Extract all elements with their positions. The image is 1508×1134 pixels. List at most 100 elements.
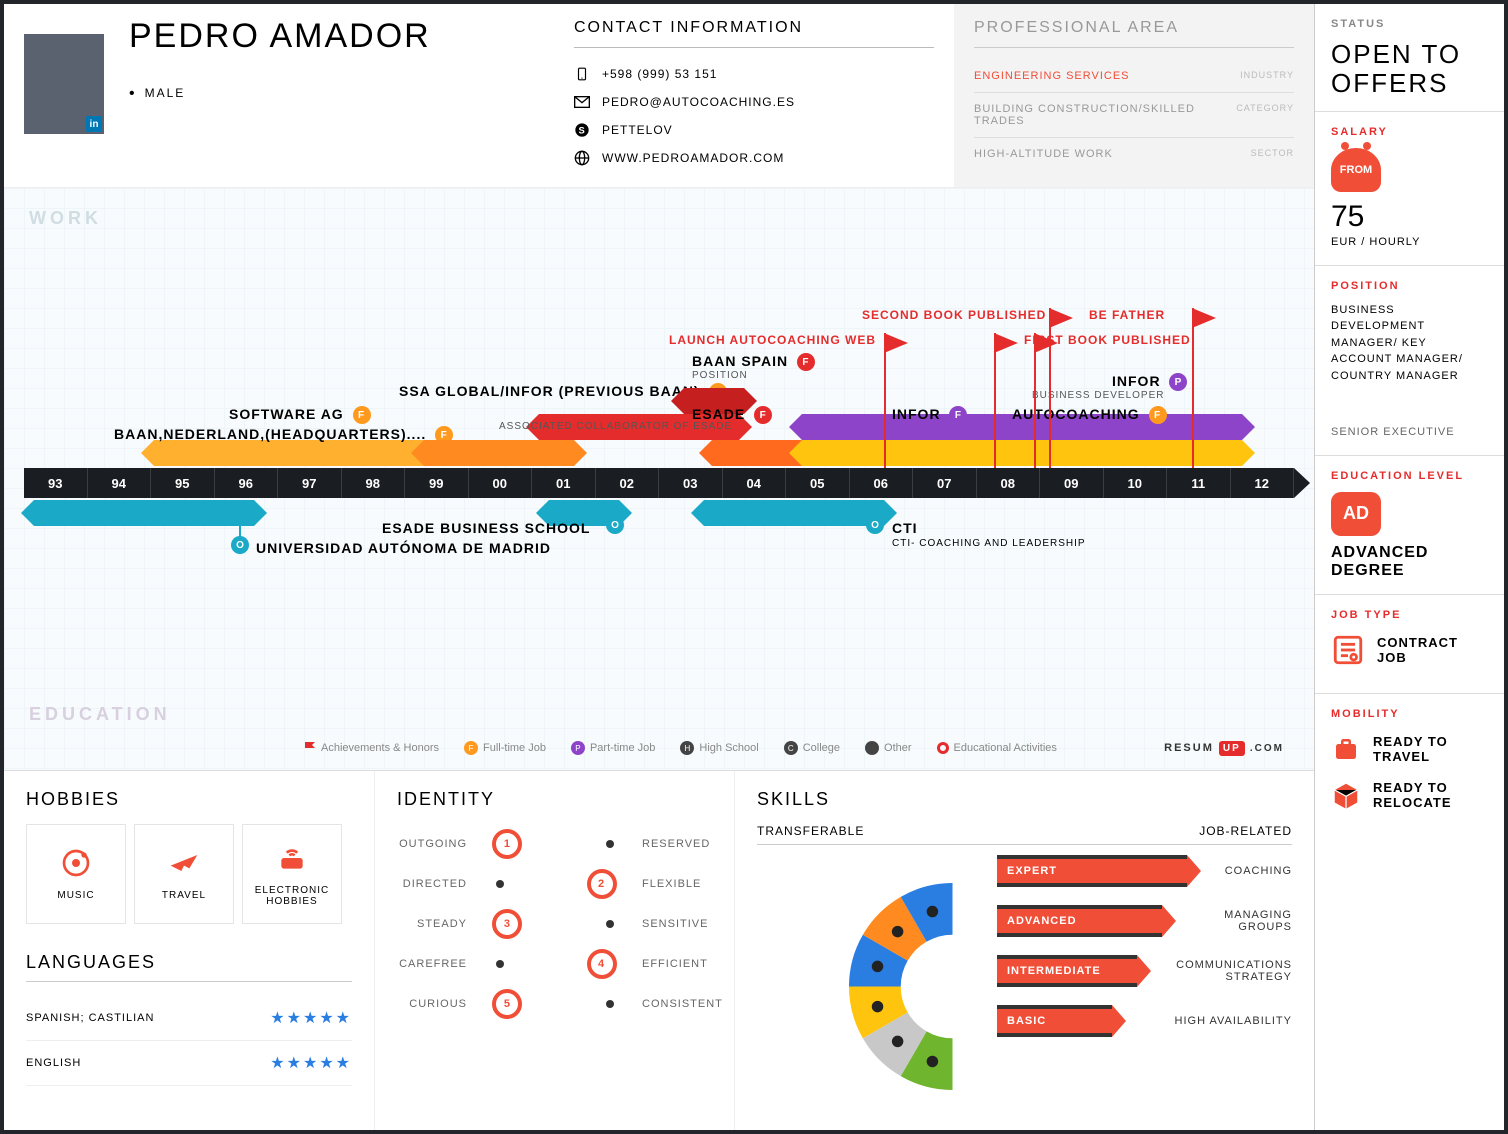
timeline-education-label: EDUCATION xyxy=(29,704,171,725)
contract-icon xyxy=(1331,633,1365,667)
language-row: SPANISH; CASTILIAN★★★★★ xyxy=(26,996,352,1041)
skills-jobrelated: JOB-RELATED xyxy=(1199,824,1292,838)
skill-level: EXPERTCOACHING xyxy=(997,855,1292,887)
sb-mobility-h: MOBILITY xyxy=(1331,708,1488,720)
hobbies-title: HOBBIES xyxy=(26,789,352,810)
identity-row: CURIOUS5CONSISTENT xyxy=(397,984,712,1024)
sb-edu-v: ADVANCED DEGREE xyxy=(1331,544,1488,580)
skills-funnel: EXPERTCOACHINGADVANCEDMANAGING GROUPSINT… xyxy=(997,855,1292,1095)
sb-salary-h: SALARY xyxy=(1331,126,1488,138)
brand: RESUM UP .COM xyxy=(1164,742,1284,754)
identity-row: DIRECTED2FLEXIBLE xyxy=(397,864,712,904)
job-label: SOFTWARE AG F xyxy=(229,406,371,424)
flag-label: SECOND BOOK PUBLISHED xyxy=(862,308,1046,322)
hobby-router: ELECTRONIC HOBBIES xyxy=(242,824,342,924)
linkedin-icon[interactable]: in xyxy=(86,116,102,132)
hobbies-panel: HOBBIES MUSICTRAVELELECTRONIC HOBBIES LA… xyxy=(4,771,374,1130)
contact-title: CONTACT INFORMATION xyxy=(574,19,934,48)
skills-panel: SKILLS TRANSFERABLE JOB-RELATED EXPERTCOA… xyxy=(734,771,1314,1130)
year-97: 97 xyxy=(278,468,342,498)
sb-jobtype-h: JOB TYPE xyxy=(1331,609,1488,621)
year-07: 07 xyxy=(913,468,977,498)
year-95: 95 xyxy=(151,468,215,498)
year-03: 03 xyxy=(659,468,723,498)
year-96: 96 xyxy=(215,468,279,498)
sidebar: STATUS OPEN TO OFFERS SALARY FROM 75 EUR… xyxy=(1314,4,1504,1130)
identity-row: OUTGOING1RESERVED xyxy=(397,824,712,864)
year-01: 01 xyxy=(532,468,596,498)
year-04: 04 xyxy=(723,468,787,498)
skills-transferable: TRANSFERABLE xyxy=(757,824,864,838)
skills-title: SKILLS xyxy=(757,789,1292,810)
year-99: 99 xyxy=(405,468,469,498)
email-icon xyxy=(574,94,590,110)
sb-position-sub: SENIOR EXECUTIVE xyxy=(1331,424,1488,441)
sb-position-h: POSITION xyxy=(1331,280,1488,292)
degree-icon: AD xyxy=(1331,492,1381,536)
wallet-icon: FROM xyxy=(1331,148,1381,192)
skill-level: BASICHIGH AVAILABILITY xyxy=(997,1005,1292,1037)
edu-label: UNIVERSIDAD AUTÓNOMA DE MADRID xyxy=(256,540,551,556)
skills-donut xyxy=(757,855,987,1095)
web-icon xyxy=(574,150,590,166)
edu-bar xyxy=(704,500,884,526)
phone-icon xyxy=(574,66,590,82)
identity-title: IDENTITY xyxy=(397,789,712,810)
contact-email: PEDRO@AUTOCOACHING.ES xyxy=(602,95,795,109)
profile-gender: MALE xyxy=(129,85,431,103)
hobby-plane: TRAVEL xyxy=(134,824,234,924)
prof-sector: HIGH-ALTITUDE WORK xyxy=(974,148,1113,160)
sb-position-v: BUSINESS DEVELOPMENT MANAGER/ KEY ACCOUN… xyxy=(1331,302,1488,385)
professional-block: PROFESSIONAL AREA ENGINEERING SERVICESIN… xyxy=(954,4,1314,187)
hobby-music: MUSIC xyxy=(26,824,126,924)
year-05: 05 xyxy=(786,468,850,498)
year-98: 98 xyxy=(342,468,406,498)
edu-label: ESADE BUSINESS SCHOOL xyxy=(382,520,590,536)
year-08: 08 xyxy=(977,468,1041,498)
sb-status-v: OPEN TO OFFERS xyxy=(1331,40,1488,97)
suitcase-icon xyxy=(1331,732,1361,766)
sb-jobtype-v: CONTRACT JOB xyxy=(1377,635,1488,665)
skill-level: INTERMEDIATECOMMUNICATIONS STRATEGY xyxy=(997,955,1292,987)
profile-name: PEDRO AMADOR xyxy=(129,19,431,55)
sb-status-h: STATUS xyxy=(1331,18,1488,30)
contact-phone: +598 (999) 53 151 xyxy=(602,67,717,81)
year-93: 93 xyxy=(24,468,88,498)
timeline-axis: 9394959697989900010203040506070809101112 xyxy=(24,468,1294,498)
year-11: 11 xyxy=(1167,468,1231,498)
skype-icon: S xyxy=(574,122,590,138)
job-label: ESADE F xyxy=(692,406,772,424)
profile-block: in PEDRO AMADOR MALE xyxy=(4,4,554,187)
year-00: 00 xyxy=(469,468,533,498)
year-10: 10 xyxy=(1104,468,1168,498)
identity-row: CAREFREE4EFFICIENT xyxy=(397,944,712,984)
avatar: in xyxy=(24,34,104,134)
sb-mobility-travel: READY TO TRAVEL xyxy=(1373,734,1488,764)
timeline-legend: Achievements & HonorsFFull-time JobPPart… xyxy=(304,741,1284,755)
identity-row: STEADY3SENSITIVE xyxy=(397,904,712,944)
year-06: 06 xyxy=(850,468,914,498)
contact-skype: PETTELOV xyxy=(602,123,673,137)
year-02: 02 xyxy=(596,468,660,498)
identity-panel: IDENTITY OUTGOING1RESERVEDDIRECTED2FLEXI… xyxy=(374,771,734,1130)
sb-edu-h: EDUCATION LEVEL xyxy=(1331,470,1488,482)
sb-mobility-relocate: READY TO RELOCATE xyxy=(1373,780,1488,810)
sb-salary-unit: EUR / HOURLY xyxy=(1331,234,1488,251)
flag-label: BE FATHER xyxy=(1089,308,1165,322)
job-label: INFOR F xyxy=(892,406,967,424)
prof-category: BUILDING CONSTRUCTION/SKILLED TRADES xyxy=(974,103,1236,127)
job-label: INFOR P xyxy=(1112,373,1187,391)
contact-block: CONTACT INFORMATION +598 (999) 53 151 PE… xyxy=(554,4,954,187)
year-09: 09 xyxy=(1040,468,1104,498)
flag-label: LAUNCH AUTOCOACHING WEB xyxy=(669,333,876,347)
job-label: BAAN SPAIN F xyxy=(692,353,815,371)
edu-label: CTI xyxy=(892,520,918,536)
job-bar xyxy=(424,440,574,466)
job-label: BAAN,NEDERLAND,(HEADQUARTERS).... F xyxy=(114,426,453,444)
timeline: WORK EDUCATION 9394959697989900010203040… xyxy=(4,188,1314,770)
sb-salary-v: 75 xyxy=(1331,200,1488,234)
job-bar xyxy=(802,440,1242,466)
svg-text:S: S xyxy=(579,125,586,135)
edu-bar xyxy=(34,500,254,526)
language-row: ENGLISH★★★★★ xyxy=(26,1041,352,1086)
